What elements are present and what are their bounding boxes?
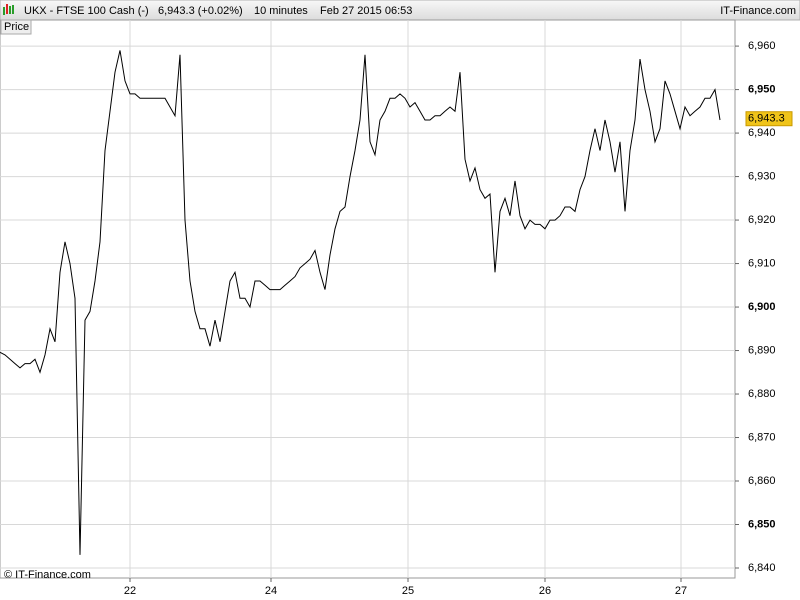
y-tick-label: 6,930 — [748, 170, 776, 182]
y-tick-label: 6,870 — [748, 431, 776, 443]
price-line — [0, 50, 721, 555]
x-tick-label: 24 — [265, 585, 277, 597]
y-tick-label: 6,860 — [748, 475, 776, 487]
y-tick-label: 6,920 — [748, 214, 776, 226]
timestamp: Feb 27 2015 06:53 — [320, 5, 412, 17]
y-tick-label: 6,950 — [748, 83, 776, 95]
y-tick-label: 6,940 — [748, 127, 776, 139]
y-tick-label: 6,890 — [748, 344, 776, 356]
series-tab[interactable] — [0, 19, 32, 35]
symbol: UKX - FTSE 100 Cash (-) — [24, 5, 149, 17]
y-tick-label: 6,900 — [748, 301, 776, 313]
brand: IT-Finance.com — [720, 5, 796, 17]
y-tick-label: 6,880 — [748, 388, 776, 400]
last-price-label: 6,943.3 — [748, 113, 785, 125]
y-tick-label: 6,840 — [748, 562, 776, 574]
series-tab-label: Price — [4, 21, 29, 33]
y-tick-label: 6,960 — [748, 40, 776, 52]
interval: 10 minutes — [254, 5, 308, 17]
last-price-box — [745, 111, 793, 127]
plot-area — [0, 19, 736, 579]
y-tick-label: 6,850 — [748, 518, 776, 530]
quote: 6,943.3 (+0.02%) — [158, 5, 243, 17]
x-tick-label: 27 — [675, 585, 687, 597]
y-tick-label: 6,910 — [748, 257, 776, 269]
footer: © IT-Finance.com — [4, 569, 91, 581]
chart: 6,840 6,850 6,860 6,870 6,880 6,890 6,900 6,910… — [0, 20, 793, 597]
x-tick-label: 25 — [402, 585, 414, 597]
app-icon — [3, 4, 14, 15]
x-tick-label: 26 — [539, 585, 551, 597]
x-tick-label: 22 — [124, 585, 136, 597]
